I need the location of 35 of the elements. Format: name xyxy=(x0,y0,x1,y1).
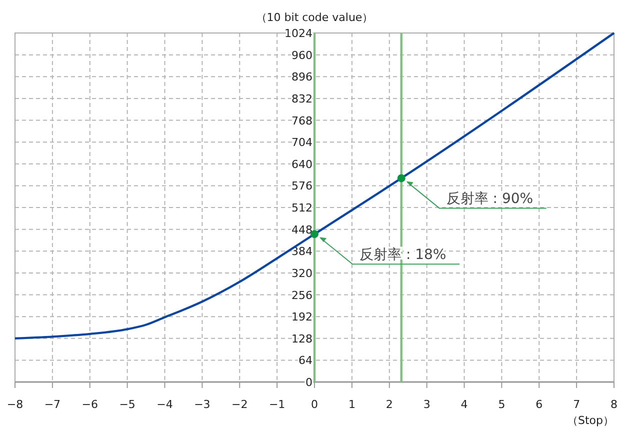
y-tick-label: 192 xyxy=(292,310,312,324)
y-tick-label: 256 xyxy=(292,288,312,302)
y-tick-label: 448 xyxy=(292,223,312,236)
y-tick-label: 896 xyxy=(292,70,312,84)
y-tick-label: 128 xyxy=(292,332,312,346)
x-tick-label: −5 xyxy=(119,398,136,411)
x-tick-label: 2 xyxy=(386,398,393,411)
x-tick-label: −4 xyxy=(156,398,173,411)
y-tick-label: 0 xyxy=(306,376,312,389)
y-tick-label: 64 xyxy=(298,354,312,368)
x-tick-label: 4 xyxy=(460,398,468,411)
y-tick-label: 960 xyxy=(292,48,312,62)
x-tick-label: 1 xyxy=(348,398,356,411)
x-tick-label: −7 xyxy=(44,398,61,411)
y-tick-label: 320 xyxy=(292,266,312,280)
x-tick-label: 7 xyxy=(573,398,580,411)
y-tick-label: 576 xyxy=(292,180,312,193)
x-tick-label: −8 xyxy=(6,398,24,411)
annotation: 反射率 : 90% xyxy=(446,191,534,208)
x-tick-label: −1 xyxy=(268,398,286,411)
x-tick-label: 6 xyxy=(536,398,543,411)
x-tick-label: 8 xyxy=(610,398,618,411)
x-tick-label: 5 xyxy=(498,398,506,411)
x-tick-label: −3 xyxy=(194,398,210,411)
y-tick-label: 704 xyxy=(292,136,312,150)
y-axis-title: （10 bit code value） xyxy=(256,11,374,24)
x-tick-label: −2 xyxy=(232,398,248,411)
y-tick-label: 832 xyxy=(292,92,312,106)
x-axis-title: （Stop） xyxy=(566,414,614,427)
y-tick-label: 640 xyxy=(292,158,312,171)
y-tick-label: 512 xyxy=(292,202,312,214)
y-tick-label: 1024 xyxy=(284,27,312,40)
y-tick-label: 768 xyxy=(292,114,312,128)
x-tick-label: −6 xyxy=(82,398,98,411)
x-tick-label: 3 xyxy=(423,398,430,411)
